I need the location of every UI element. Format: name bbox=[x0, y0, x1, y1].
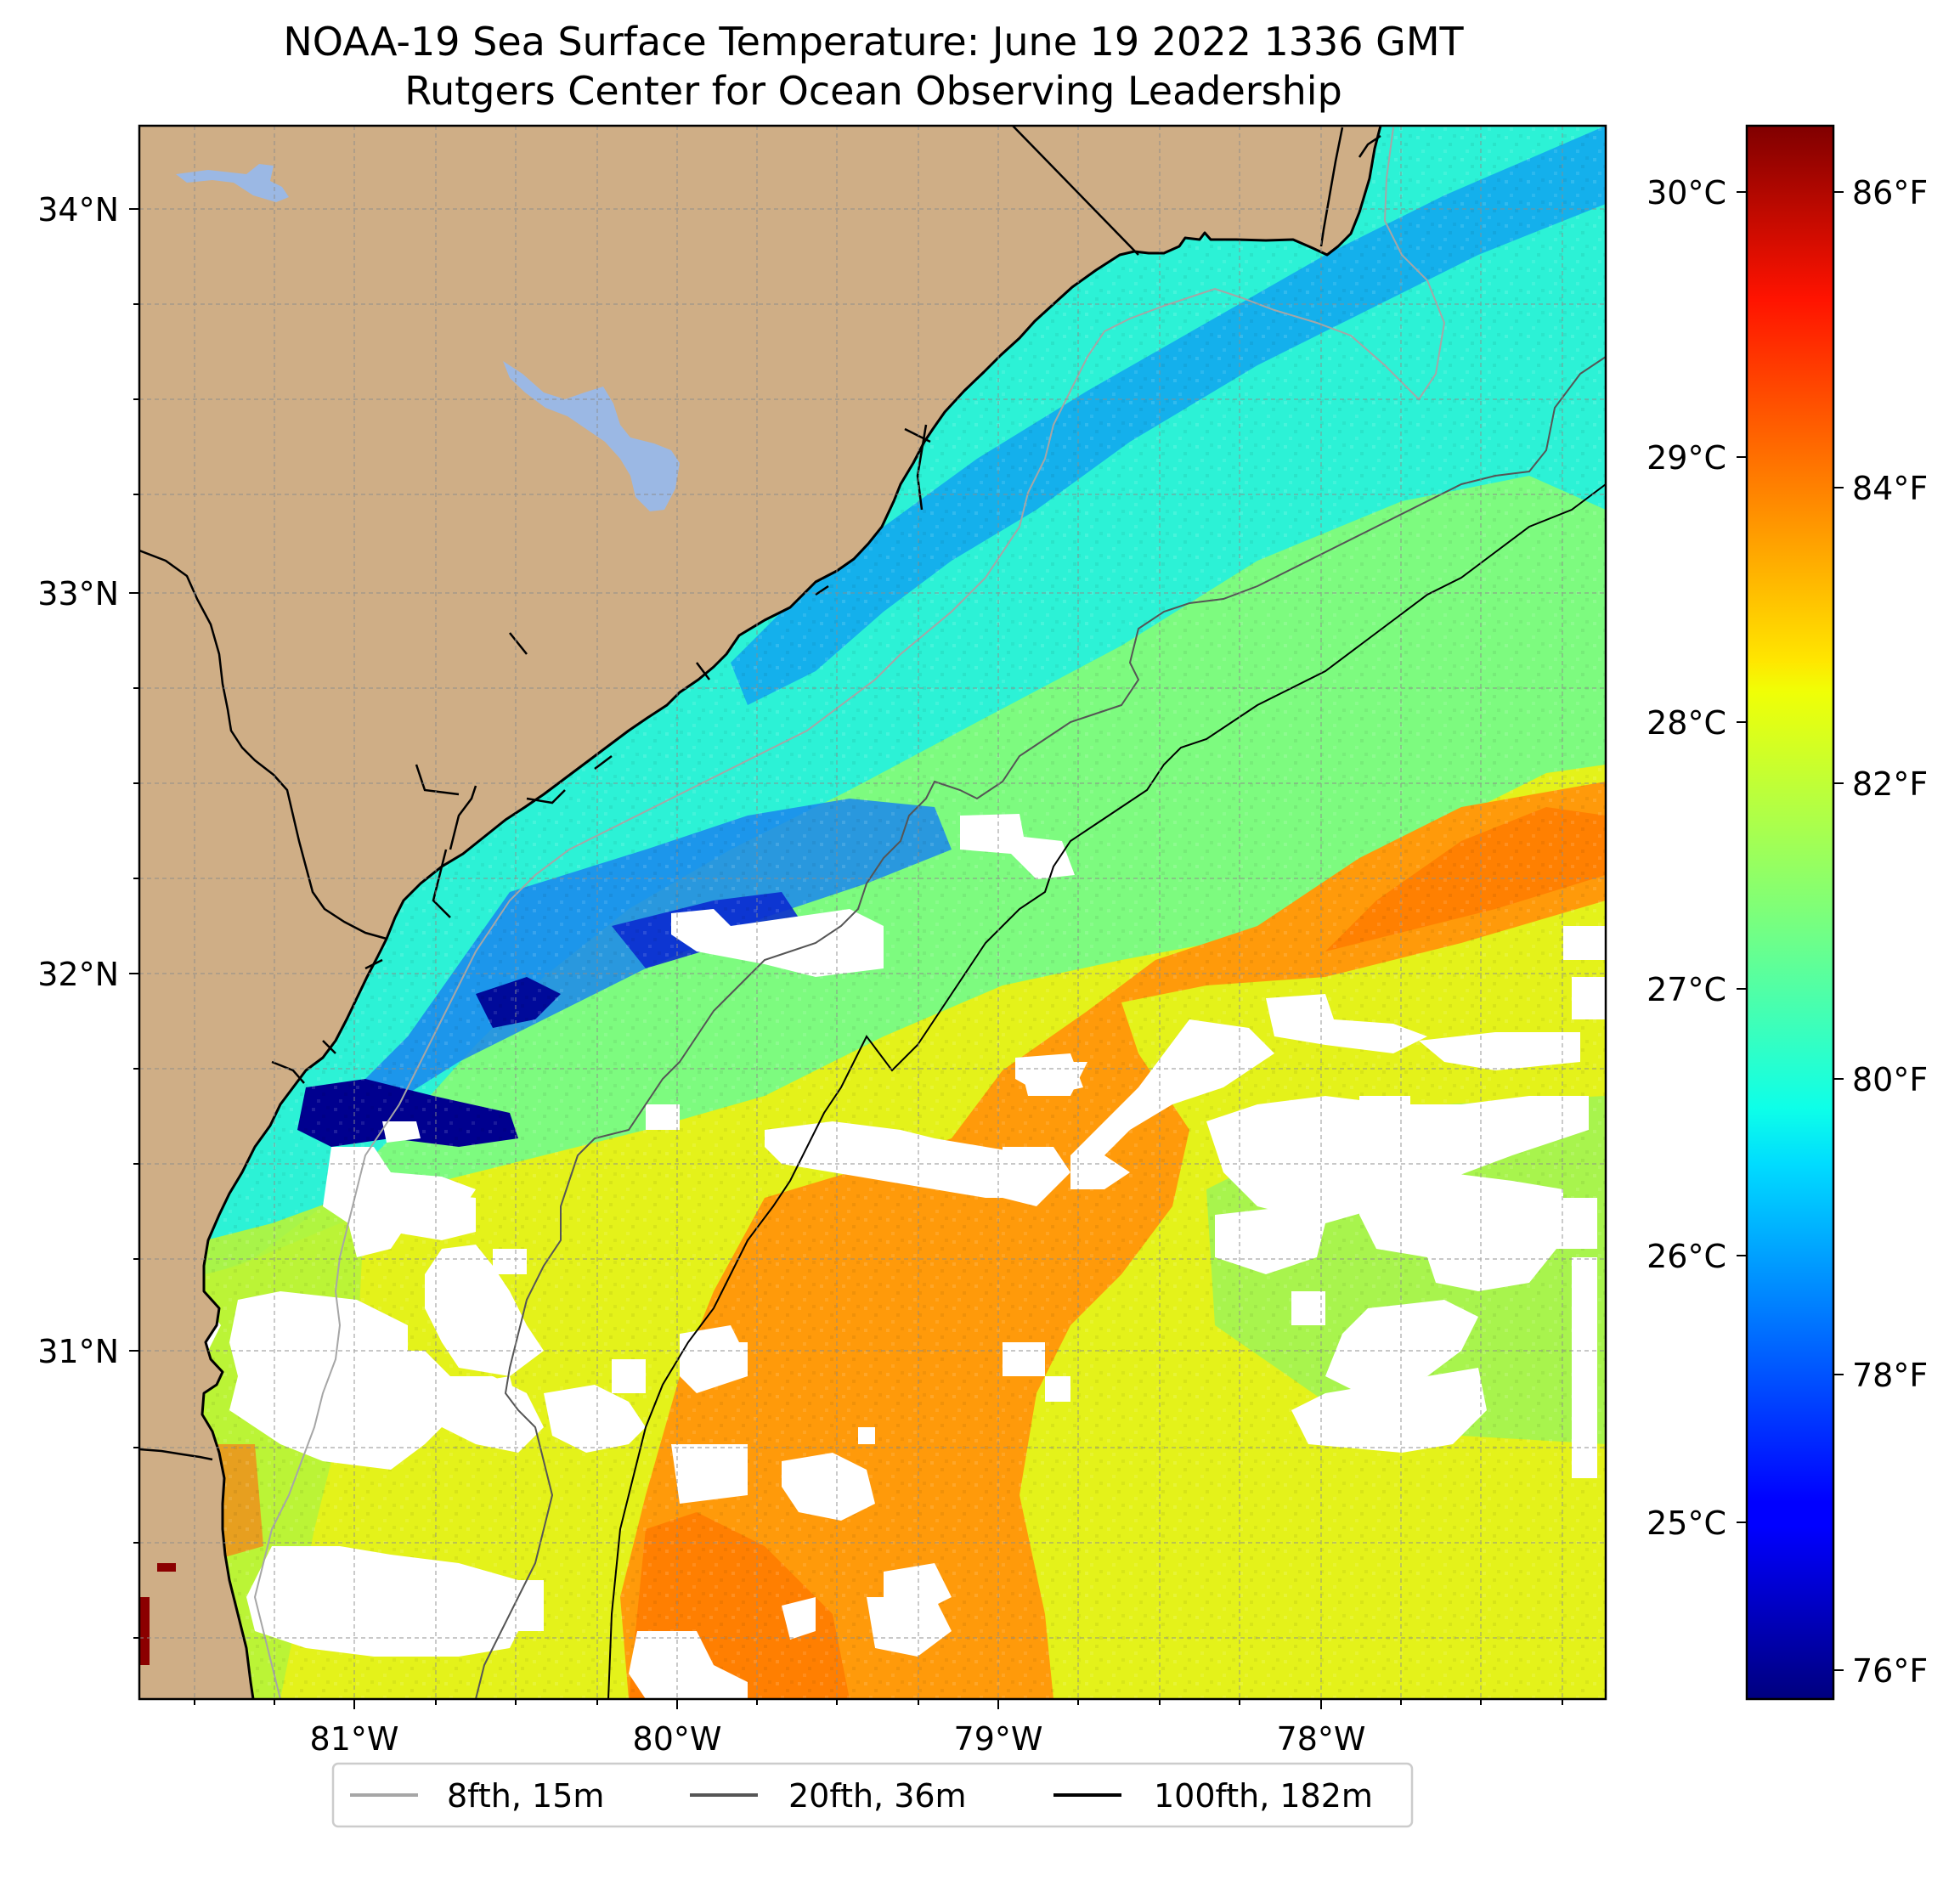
lon-label: 80°W bbox=[633, 1720, 722, 1758]
colorbar-fahrenheit-label: 80°F bbox=[1852, 1061, 1928, 1098]
colorbar-fahrenheit-label: 76°F bbox=[1852, 1652, 1928, 1690]
legend-label: 8fth, 15m bbox=[447, 1777, 604, 1815]
cloud-patch bbox=[1555, 1198, 1597, 1249]
cloud-patch bbox=[229, 1291, 459, 1470]
colorbar-celsius-label: 30°C bbox=[1647, 174, 1726, 212]
cloud-patch bbox=[1291, 1368, 1487, 1453]
coastline bbox=[201, 126, 1382, 1699]
cloud-patch bbox=[1419, 1032, 1580, 1070]
state-border bbox=[139, 1448, 213, 1461]
cloud-patch bbox=[1359, 1096, 1410, 1121]
cloud-patch bbox=[1206, 1096, 1589, 1223]
colorbar-celsius-label: 28°C bbox=[1647, 704, 1726, 742]
colorbar-celsius-label: 29°C bbox=[1647, 439, 1726, 477]
legend-label: 20fth, 36m bbox=[788, 1777, 967, 1815]
cloud-patch bbox=[765, 1121, 1062, 1198]
contour-8fth bbox=[253, 127, 1446, 1699]
cloud-patch bbox=[544, 1385, 646, 1453]
colorbar-celsius-label: 25°C bbox=[1647, 1505, 1726, 1542]
cloud-patch bbox=[1359, 1172, 1563, 1291]
cloud-patch bbox=[671, 1444, 748, 1504]
state-border bbox=[139, 549, 387, 940]
cloud-patch bbox=[1563, 926, 1606, 960]
cloud-patch bbox=[246, 1546, 527, 1657]
land bbox=[139, 126, 1381, 1699]
cloud-patch bbox=[1572, 1257, 1597, 1478]
cloud-patch bbox=[629, 1631, 748, 1699]
axis-ticks bbox=[129, 208, 1563, 1709]
cloud-patch bbox=[382, 1121, 421, 1143]
cloud-patch bbox=[1045, 1376, 1070, 1402]
cloud-patch bbox=[858, 1427, 875, 1444]
cloud-patch bbox=[1003, 1342, 1045, 1376]
state-border bbox=[1012, 126, 1139, 256]
cloud-patch bbox=[1020, 1062, 1087, 1096]
chart-subtitle: Rutgers Center for Ocean Observing Leade… bbox=[404, 68, 1342, 114]
cloud-patch bbox=[782, 1453, 875, 1521]
lat-label: 34°N bbox=[37, 191, 119, 229]
lake bbox=[176, 164, 289, 202]
colorbar-fahrenheit-label: 84°F bbox=[1852, 470, 1928, 507]
lon-label: 78°W bbox=[1277, 1720, 1366, 1758]
cloud-patch bbox=[671, 909, 884, 977]
contour-100fth bbox=[607, 483, 1606, 1699]
colorbar-fahrenheit-label: 78°F bbox=[1852, 1357, 1928, 1394]
cloud-patch bbox=[646, 1104, 680, 1130]
cloud-patch bbox=[442, 1376, 544, 1453]
lat-label: 31°N bbox=[37, 1333, 119, 1370]
colorbar-fahrenheit-label: 86°F bbox=[1852, 174, 1928, 212]
cloud-mask bbox=[139, 814, 1606, 1699]
cloud-patch bbox=[518, 1580, 544, 1631]
colorbar-celsius-label: 27°C bbox=[1647, 971, 1726, 1008]
cloud-patch bbox=[1215, 1206, 1325, 1274]
legend-label: 100fth, 182m bbox=[1154, 1777, 1373, 1815]
cloud-patch bbox=[1572, 977, 1606, 1019]
lat-label: 33°N bbox=[37, 575, 119, 613]
cloud-patch bbox=[493, 1249, 527, 1274]
cloud-patch bbox=[680, 1342, 748, 1393]
hot-artifact bbox=[157, 1563, 176, 1572]
lon-label: 81°W bbox=[310, 1720, 399, 1758]
cloud-patch bbox=[782, 1597, 816, 1640]
lon-label: 79°W bbox=[954, 1720, 1043, 1758]
cloud-patch bbox=[960, 814, 1075, 879]
gridlines bbox=[139, 126, 1606, 1699]
cloud-patch bbox=[1003, 1147, 1070, 1206]
cloud-patch bbox=[382, 1189, 476, 1240]
hot-artifact bbox=[139, 1597, 150, 1665]
colorbar-ticks bbox=[1737, 191, 1844, 1671]
lat-label: 32°N bbox=[37, 956, 119, 993]
lake bbox=[503, 361, 680, 511]
colorbar-fahrenheit-label: 82°F bbox=[1852, 765, 1928, 803]
contour-20fth bbox=[475, 356, 1606, 1699]
coastline-inlet bbox=[271, 127, 1381, 1084]
legend-box bbox=[331, 1762, 1414, 1828]
cloud-patch bbox=[612, 1359, 646, 1393]
cloud-patch bbox=[1266, 994, 1427, 1053]
colorbar-celsius-label: 26°C bbox=[1647, 1238, 1726, 1275]
cloud-patch bbox=[425, 1245, 544, 1376]
cloud-patch bbox=[1325, 1130, 1393, 1164]
cloud-patch bbox=[1070, 1019, 1274, 1189]
map-frame bbox=[138, 124, 1607, 1701]
chart-title: NOAA-19 Sea Surface Temperature: June 19… bbox=[283, 19, 1464, 65]
colorbar bbox=[1745, 124, 1835, 1701]
cloud-patch bbox=[1325, 1300, 1478, 1393]
cloud-patch bbox=[867, 1597, 952, 1657]
cloud-patch bbox=[1291, 1291, 1325, 1325]
map-plot-area bbox=[139, 126, 1606, 1699]
